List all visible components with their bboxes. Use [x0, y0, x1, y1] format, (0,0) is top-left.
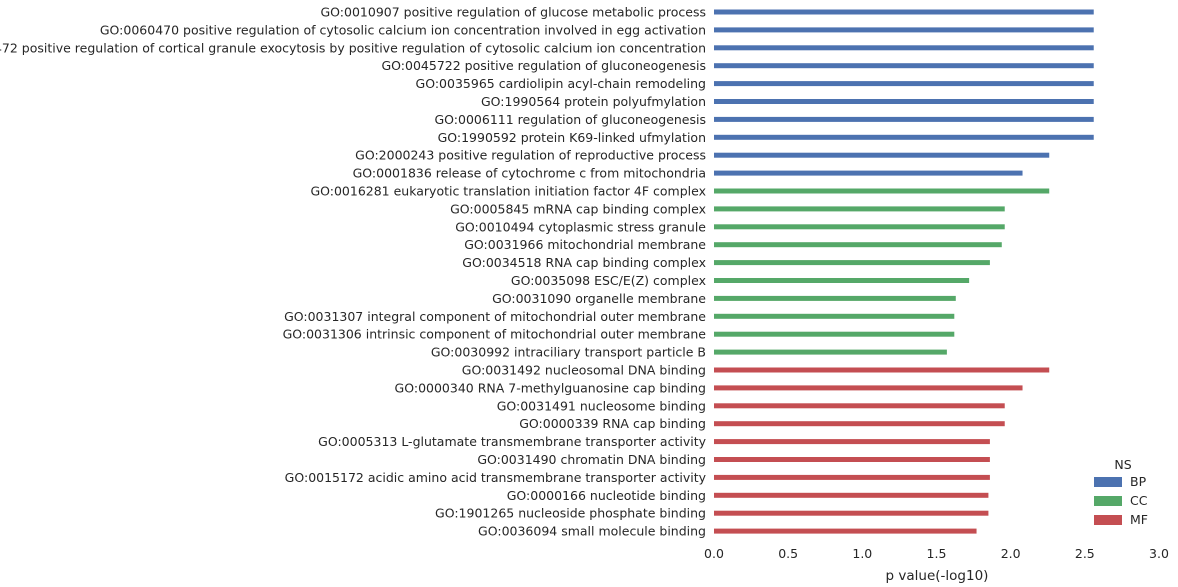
category-label-bp-4: GO:0035965 cardiolipin acyl-chain remode… — [416, 76, 706, 91]
category-label-bp-3: GO:0045722 positive regulation of glucon… — [382, 58, 707, 73]
category-label-mf-2: GO:0031491 nucleosome binding — [497, 398, 706, 413]
legend: NS BP CC MF — [1094, 457, 1148, 527]
bar-bp-4 — [714, 81, 1094, 87]
legend-swatch-cc — [1094, 496, 1122, 506]
bar-cc-6 — [714, 295, 956, 301]
category-label-bp-0: GO:0010907 positive regulation of glucos… — [320, 5, 706, 20]
bar-bp-0 — [714, 9, 1094, 15]
bar-bp-1 — [714, 27, 1094, 33]
category-label-cc-0: GO:0016281 eukaryotic translation initia… — [310, 184, 706, 199]
x-tick-label-6: 3.0 — [1149, 546, 1169, 561]
category-label-bp-6: GO:0006111 regulation of gluconeogenesis — [435, 112, 707, 127]
category-label-mf-7: GO:0000166 nucleotide binding — [507, 488, 706, 503]
bars-group — [714, 9, 1094, 534]
category-label-mf-1: GO:0000340 RNA 7-methylguanosine cap bin… — [395, 380, 706, 395]
bar-cc-1 — [714, 206, 1005, 212]
bar-mf-6 — [714, 474, 990, 480]
legend-swatch-bp — [1094, 477, 1122, 487]
category-labels-group: GO:0010907 positive regulation of glucos… — [0, 5, 707, 539]
bar-cc-0 — [714, 188, 1050, 194]
x-tick-label-4: 2.0 — [1001, 546, 1021, 561]
legend-label-bp: BP — [1130, 474, 1147, 489]
bar-cc-3 — [714, 242, 1002, 248]
bar-mf-1 — [714, 385, 1023, 391]
category-label-mf-9: GO:0036094 small molecule binding — [478, 524, 706, 539]
bar-mf-8 — [714, 510, 989, 516]
category-label-mf-0: GO:0031492 nucleosomal DNA binding — [462, 363, 706, 378]
category-label-cc-6: GO:0031090 organelle membrane — [492, 291, 706, 306]
category-label-bp-8: GO:2000243 positive regulation of reprod… — [355, 148, 706, 163]
category-label-cc-9: GO:0030992 intraciliary transport partic… — [431, 345, 706, 360]
legend-label-mf: MF — [1130, 512, 1148, 527]
x-tick-label-5: 2.5 — [1075, 546, 1095, 561]
x-tick-label-2: 1.0 — [852, 546, 872, 561]
x-axis-label: p value(-log10) — [886, 568, 989, 584]
legend-swatch-mf — [1094, 515, 1122, 525]
category-label-mf-5: GO:0031490 chromatin DNA binding — [477, 452, 706, 467]
legend-label-cc: CC — [1130, 493, 1148, 508]
category-label-mf-6: GO:0015172 acidic amino acid transmembra… — [285, 470, 707, 485]
x-tick-labels-group: 0.0 0.5 1.0 1.5 2.0 2.5 3.0 — [704, 546, 1169, 561]
x-tick-label-1: 0.5 — [778, 546, 798, 561]
category-label-bp-5: GO:1990564 protein polyufmylation — [481, 94, 706, 109]
category-label-cc-2: GO:0010494 cytoplasmic stress granule — [455, 219, 706, 234]
bar-bp-6 — [714, 116, 1094, 122]
category-label-cc-7: GO:0031307 integral component of mitocho… — [284, 309, 706, 324]
bar-mf-7 — [714, 492, 989, 498]
bar-bp-5 — [714, 99, 1094, 104]
category-label-mf-3: GO:0000339 RNA cap binding — [519, 416, 706, 431]
bar-bp-3 — [714, 63, 1094, 69]
bar-mf-0 — [714, 367, 1050, 373]
category-label-cc-8: GO:0031306 intrinsic component of mitoch… — [283, 327, 707, 342]
bar-cc-9 — [714, 349, 947, 355]
bar-mf-3 — [714, 421, 1005, 427]
bar-cc-2 — [714, 224, 1005, 230]
bar-mf-4 — [714, 439, 990, 445]
bar-cc-7 — [714, 313, 955, 319]
legend-items-group: BP CC MF — [1094, 474, 1148, 527]
legend-title: NS — [1114, 457, 1131, 472]
bar-bp-7 — [714, 134, 1094, 140]
x-tick-label-3: 1.5 — [927, 546, 947, 561]
bar-cc-4 — [714, 260, 990, 266]
category-label-bp-9: GO:0001836 release of cytochrome c from … — [353, 166, 706, 181]
bar-bp-2 — [714, 45, 1094, 51]
bar-mf-2 — [714, 403, 1005, 409]
category-label-cc-4: GO:0034518 RNA cap binding complex — [462, 255, 706, 270]
bar-bp-9 — [714, 170, 1023, 176]
bar-cc-5 — [714, 278, 970, 283]
bar-mf-5 — [714, 457, 990, 462]
category-label-mf-4: GO:0005313 L-glutamate transmembrane tra… — [318, 434, 706, 449]
bar-cc-8 — [714, 331, 955, 337]
bar-bp-8 — [714, 152, 1050, 158]
category-label-cc-3: GO:0031966 mitochondrial membrane — [464, 237, 706, 252]
category-label-bp-2: GO:0060472 positive regulation of cortic… — [0, 40, 706, 55]
bar-mf-9 — [714, 528, 977, 534]
category-label-cc-1: GO:0005845 mRNA cap binding complex — [450, 201, 706, 216]
category-label-mf-8: GO:1901265 nucleoside phosphate binding — [435, 506, 706, 521]
category-label-cc-5: GO:0035098 ESC/E(Z) complex — [511, 273, 706, 288]
category-label-bp-7: GO:1990592 protein K69-linked ufmylation — [438, 130, 706, 145]
x-tick-label-0: 0.0 — [704, 546, 724, 561]
category-label-bp-1: GO:0060470 positive regulation of cytoso… — [100, 22, 706, 37]
